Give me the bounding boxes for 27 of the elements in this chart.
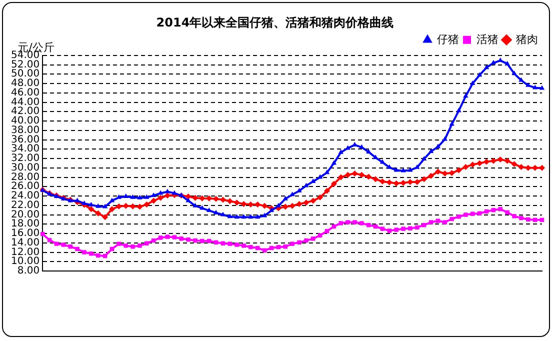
y-tick-label: 34.00 (10, 144, 40, 155)
y-tick-label: 18.00 (10, 218, 40, 230)
y-tick-label: 22.00 (10, 200, 40, 211)
legend-label: 活猪 (476, 32, 498, 46)
y-tick-label: 8.00 (17, 266, 40, 277)
y-tick-label: 16.00 (10, 228, 40, 240)
y-tick-label: 28.00 (10, 172, 40, 183)
chart-title: 2014年以来全国仔猪、活猪和猪肉价格曲线 (156, 15, 394, 30)
y-tick-label: 38.00 (10, 124, 40, 136)
y-tick-label: 26.00 (10, 181, 40, 192)
y-tick-label: 12.00 (10, 246, 40, 258)
y-tick-label: 46.00 (10, 87, 40, 98)
y-tick-label: 48.00 (10, 78, 40, 90)
y-tick-label: 44.00 (10, 96, 40, 108)
y-tick-label: 24.00 (10, 190, 40, 202)
legend-label: 仔猪 (437, 32, 459, 46)
y-tick-label: 50.00 (10, 68, 40, 80)
y-tick-label: 32.00 (10, 153, 40, 164)
y-tick-label: 40.00 (10, 116, 40, 127)
y-tick-label: 42.00 (10, 106, 40, 118)
legend-label: 猪肉 (516, 32, 538, 46)
y-tick-label: 10.00 (10, 256, 40, 268)
y-tick-label: 36.00 (10, 134, 40, 146)
y-tick-label: 14.00 (10, 237, 40, 248)
y-tick-label: 30.00 (10, 162, 40, 174)
y-tick-label: 20.00 (10, 209, 40, 220)
y-tick-label: 52.00 (10, 59, 40, 70)
